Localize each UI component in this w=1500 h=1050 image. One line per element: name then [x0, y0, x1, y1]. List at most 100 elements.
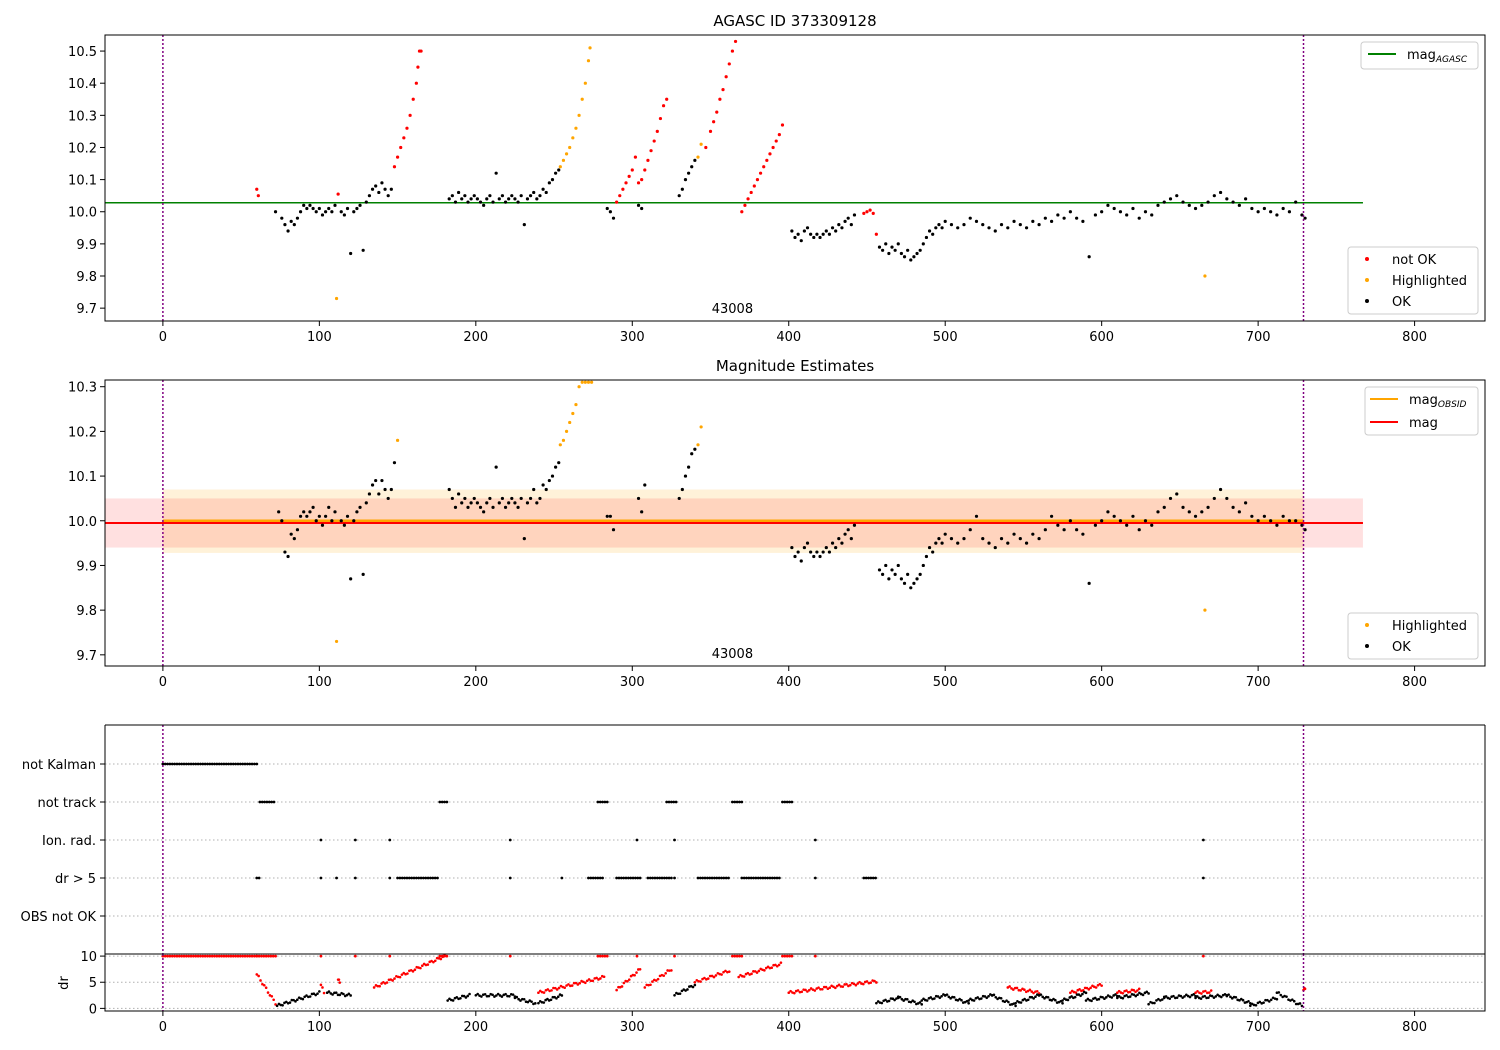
- flag-point: [335, 876, 338, 880]
- data-point: [558, 443, 562, 447]
- flag-point: [161, 762, 165, 766]
- data-point: [411, 97, 415, 101]
- dr-point: [296, 998, 299, 1002]
- data-point: [790, 229, 794, 233]
- data-point: [762, 165, 766, 169]
- data-point: [1303, 216, 1307, 220]
- dr-point: [549, 998, 553, 1002]
- data-point: [805, 226, 810, 230]
- data-point: [927, 229, 932, 233]
- dr-point: [697, 979, 700, 983]
- dr-point: [1089, 986, 1092, 990]
- dr-point: [701, 977, 704, 981]
- data-point: [1256, 210, 1260, 214]
- data-point: [1012, 532, 1016, 536]
- data-point: [752, 184, 756, 188]
- flag-point: [173, 954, 177, 958]
- data-point: [463, 496, 467, 501]
- dr-point: [1168, 997, 1172, 1000]
- dr-point: [553, 986, 557, 990]
- dr-point: [1241, 998, 1245, 1002]
- data-point: [577, 385, 581, 389]
- dr-point: [746, 971, 750, 975]
- flag-point: [417, 876, 421, 880]
- dr-point: [1220, 995, 1223, 999]
- dr-point: [1234, 995, 1238, 999]
- data-point: [768, 152, 772, 156]
- dr-point: [893, 998, 896, 1002]
- flag-point: [429, 876, 432, 880]
- data-point: [915, 577, 919, 581]
- flag-point: [231, 762, 235, 766]
- data-point: [636, 203, 641, 207]
- dr-point: [1034, 995, 1037, 999]
- flag-point: [236, 762, 240, 766]
- dr-point: [474, 994, 478, 997]
- data-point: [1031, 219, 1035, 223]
- data-point: [812, 554, 816, 559]
- dr-point: [807, 988, 811, 992]
- data-point: [450, 496, 454, 501]
- dr-point: [334, 991, 338, 994]
- flag-point: [199, 762, 202, 766]
- flag-point: [422, 876, 425, 880]
- flag-point: [717, 876, 721, 880]
- data-point: [837, 537, 841, 541]
- data-point: [846, 528, 850, 532]
- data-point: [450, 194, 454, 198]
- flag-point: [598, 800, 602, 804]
- x-tick-label: 100: [307, 330, 332, 345]
- dr-point: [1012, 988, 1015, 991]
- dr-point: [764, 966, 768, 970]
- dr-point: [1028, 995, 1032, 999]
- dr-point: [1258, 1000, 1262, 1004]
- dr-point: [567, 983, 570, 986]
- flag-point: [669, 800, 673, 804]
- dr-point: [994, 995, 998, 999]
- flag-point: [274, 954, 277, 958]
- data-point: [921, 563, 925, 568]
- data-point: [333, 203, 337, 207]
- data-point: [280, 519, 284, 523]
- data-point: [491, 200, 495, 204]
- flag-point: [208, 954, 212, 958]
- dr-point: [722, 970, 725, 974]
- dr-point: [398, 975, 402, 979]
- dr-point: [1145, 990, 1149, 994]
- data-point: [1300, 523, 1304, 527]
- y-tick-label: 10.3: [68, 109, 97, 124]
- data-point: [890, 568, 894, 572]
- data-point: [1087, 255, 1091, 259]
- data-point: [544, 487, 548, 492]
- dr-point: [542, 991, 546, 994]
- dr-point: [742, 975, 746, 978]
- data-point: [1206, 200, 1210, 204]
- dr-point: [511, 993, 515, 996]
- data-point: [912, 581, 916, 585]
- data-point: [749, 190, 753, 195]
- data-point: [743, 203, 747, 207]
- data-point: [352, 519, 356, 523]
- dr-point: [813, 989, 817, 992]
- data-point: [611, 528, 616, 532]
- x-tick-label: 200: [463, 675, 488, 690]
- dr-point: [1188, 995, 1192, 999]
- data-point: [924, 235, 929, 240]
- data-point: [621, 187, 625, 191]
- flag-point: [738, 954, 741, 958]
- dr-point: [875, 1001, 878, 1005]
- data-point: [367, 194, 372, 198]
- dr-point: [654, 979, 658, 982]
- flag-point: [733, 954, 737, 958]
- data-point: [1244, 197, 1248, 201]
- data-point: [557, 461, 561, 465]
- data-point: [547, 181, 551, 185]
- y-tick-label: 9.9: [76, 238, 97, 253]
- dr-point: [426, 963, 430, 966]
- x-tick-label: 400: [776, 675, 801, 690]
- data-point: [457, 190, 461, 195]
- data-point: [361, 572, 365, 576]
- flag-point: [208, 762, 212, 766]
- data-point: [956, 541, 960, 545]
- dr-point: [1039, 993, 1043, 996]
